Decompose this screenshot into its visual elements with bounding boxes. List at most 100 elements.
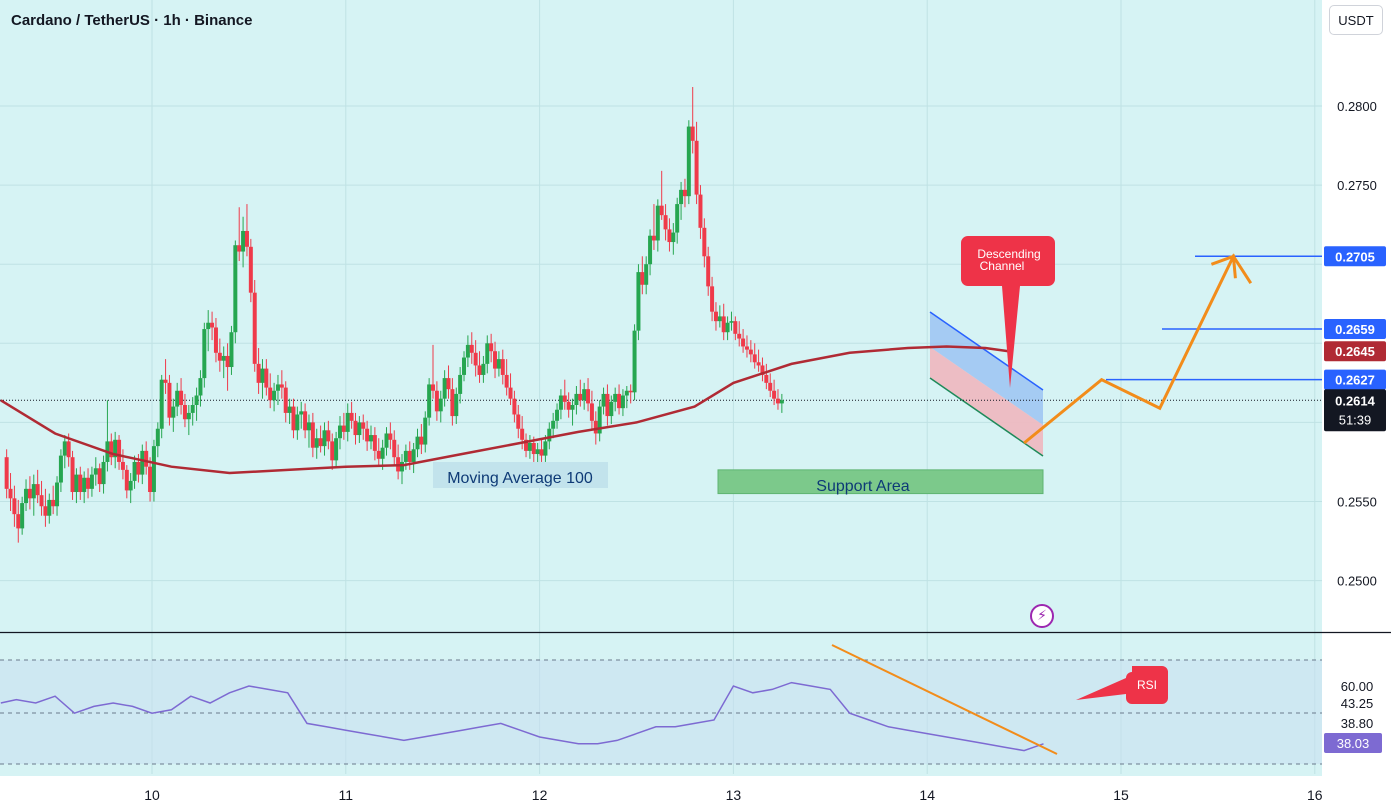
chart-title: Cardano / TetherUS · 1h · Binance <box>11 12 253 29</box>
candle-body <box>4 457 9 489</box>
candle-body <box>20 503 25 529</box>
rsi-band <box>0 660 1322 764</box>
candle-body <box>644 264 649 285</box>
candle-body <box>62 441 67 456</box>
price-tag-bg <box>1324 369 1386 390</box>
candle-body <box>376 450 381 459</box>
channel-upper-line <box>929 311 1044 391</box>
candle-body <box>326 430 331 442</box>
price-tag-bg <box>1324 319 1386 340</box>
candle-body <box>120 461 125 470</box>
candle-body <box>392 439 397 458</box>
candle-body <box>372 435 377 451</box>
candle-body <box>508 387 513 399</box>
candle-body <box>628 390 633 393</box>
currency-button[interactable]: USDT <box>1329 5 1383 35</box>
rsi-current-tag-label: 38.03 <box>1337 736 1370 751</box>
candle-body <box>353 420 358 436</box>
candle-body <box>671 232 676 243</box>
candle-body <box>624 390 629 396</box>
candle-body <box>427 384 432 418</box>
candle-body <box>24 488 29 504</box>
rsi-tick-label: 60.00 <box>1341 679 1374 694</box>
candle-body <box>659 205 664 216</box>
support-area-label: Support Area <box>816 478 910 495</box>
candle-body <box>551 420 556 429</box>
candle-body <box>706 256 711 287</box>
candle-body <box>524 439 529 451</box>
candle-body <box>620 395 625 409</box>
candle-body <box>613 393 618 402</box>
candle-body <box>225 355 230 368</box>
channel-lower-fill <box>930 347 1043 456</box>
candle-body <box>190 404 195 413</box>
time-axis: 10 11 12 13 14 15 16 <box>144 787 1323 803</box>
candle-body <box>244 230 249 247</box>
candle-body <box>419 436 424 445</box>
candle-body <box>144 450 149 467</box>
candle-body <box>454 393 459 417</box>
time-tick-label: 16 <box>1307 787 1323 803</box>
candle-body <box>675 204 680 233</box>
candle-body <box>710 286 715 312</box>
candle-body <box>101 461 106 485</box>
candle-body <box>260 368 265 383</box>
candle-body <box>651 235 656 241</box>
candle-body <box>496 359 501 369</box>
candle-body <box>772 390 777 399</box>
rsi-callout-shape <box>1076 666 1168 704</box>
candle-body <box>520 428 525 440</box>
candle-body <box>694 140 699 195</box>
candle-body <box>500 359 505 375</box>
candle-body <box>47 499 52 516</box>
candle-body <box>434 390 439 412</box>
candle-body <box>593 420 598 434</box>
candle-body <box>58 455 63 483</box>
candle-body <box>737 333 742 339</box>
price-tick-label: 0.2750 <box>1337 178 1377 193</box>
candle-body <box>489 343 494 352</box>
candle-body <box>543 441 548 456</box>
candle-body <box>124 469 129 491</box>
time-tick-label: 15 <box>1113 787 1129 803</box>
candle-body <box>233 245 238 333</box>
candle-body <box>400 461 405 472</box>
time-axis-strip <box>0 776 1391 812</box>
candle-body <box>562 395 567 402</box>
candle-body <box>128 480 133 491</box>
lightning-icon[interactable]: ⚡ <box>1030 604 1054 628</box>
candle-body <box>465 344 470 358</box>
candle-body <box>725 322 730 333</box>
candle-body <box>55 482 60 507</box>
candle-body <box>748 349 753 355</box>
candle-body <box>182 404 187 420</box>
candle-body <box>574 393 579 405</box>
price-axis: 0.2500 0.2550 0.2750 0.2800 0.2705 0.2659 0.26… <box>1324 99 1386 589</box>
price-tick-label: 0.2550 <box>1337 495 1377 510</box>
candle-body <box>345 412 350 432</box>
candle-body <box>458 374 463 394</box>
callout-text-line1: Descending <box>977 247 1040 261</box>
candle-body <box>148 466 153 493</box>
candle-body <box>504 374 509 388</box>
candle-body <box>179 390 184 405</box>
candle-body <box>617 393 622 409</box>
candle-body <box>163 379 168 383</box>
current-price-tag-label: 0.2614 <box>1335 393 1376 408</box>
candle-body <box>686 126 691 197</box>
time-tick-label: 14 <box>919 787 935 803</box>
candle-body <box>318 438 323 447</box>
price-tick-label: 0.2800 <box>1337 99 1377 114</box>
candle-body <box>744 346 749 350</box>
candle-body <box>248 246 253 293</box>
candle-body <box>477 365 482 375</box>
current-price-tag-bg <box>1324 389 1386 432</box>
candle-body <box>485 343 490 364</box>
candle-body <box>109 441 114 458</box>
price-tag-label: 0.2705 <box>1335 249 1375 264</box>
price-tick-label: 0.2500 <box>1337 574 1377 589</box>
candle-body <box>531 442 536 455</box>
candle-body <box>140 450 145 475</box>
